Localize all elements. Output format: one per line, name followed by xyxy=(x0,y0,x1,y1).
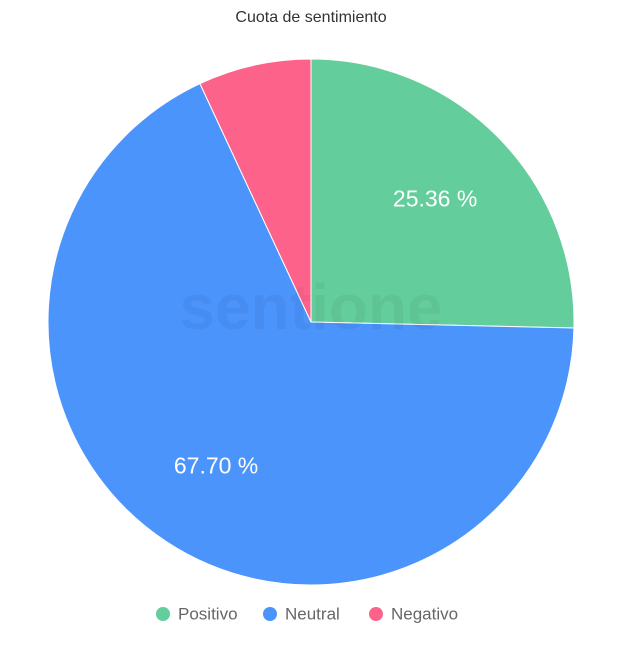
pie-slice xyxy=(310,58,575,329)
legend-marker xyxy=(156,607,170,621)
data-label: 25.36 % xyxy=(393,186,477,212)
pie-slice xyxy=(47,82,575,586)
legend-label: Neutral xyxy=(285,604,340,623)
legend-label: Negativo xyxy=(391,604,458,623)
pie-slice xyxy=(199,58,312,323)
legend-marker xyxy=(263,607,277,621)
legend-marker xyxy=(369,607,383,621)
data-label: 67.70 % xyxy=(174,452,258,478)
legend-label: Positivo xyxy=(178,604,238,623)
watermark: sentione xyxy=(179,271,442,343)
chart-title: Cuota de sentimiento xyxy=(235,9,386,26)
